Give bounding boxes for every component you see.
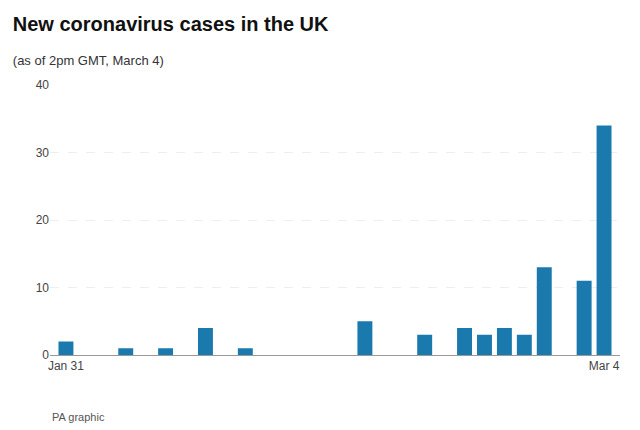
svg-text:30: 30	[36, 146, 50, 160]
svg-text:PA graphic: PA graphic	[52, 411, 105, 423]
svg-text:Jan 31: Jan 31	[48, 359, 84, 373]
svg-text:(as of 2pm GMT, March 4): (as of 2pm GMT, March 4)	[13, 53, 164, 68]
svg-text:10: 10	[36, 281, 50, 295]
svg-text:20: 20	[36, 213, 50, 227]
svg-text:40: 40	[36, 78, 50, 92]
svg-text:Mar 4: Mar 4	[589, 359, 620, 373]
svg-text:New coronavirus cases in the U: New coronavirus cases in the UK	[13, 13, 329, 35]
svg-text:0: 0	[42, 348, 49, 362]
